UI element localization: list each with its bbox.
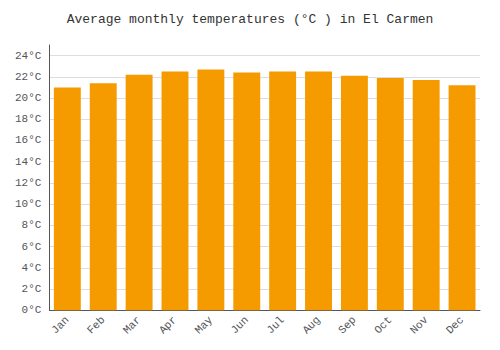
svg-text:May: May [193, 314, 216, 337]
svg-text:Dec: Dec [444, 314, 466, 336]
svg-text:10°C: 10°C [15, 198, 42, 210]
svg-text:2°C: 2°C [22, 283, 42, 295]
svg-text:24°C: 24°C [15, 50, 42, 62]
svg-text:22°C: 22°C [15, 71, 42, 83]
svg-text:16°C: 16°C [15, 134, 42, 146]
svg-text:18°C: 18°C [15, 113, 42, 125]
svg-text:Average monthly temperatures (: Average monthly temperatures (°C ) in El… [67, 12, 434, 27]
svg-text:Oct: Oct [372, 314, 394, 336]
svg-text:8°C: 8°C [22, 219, 42, 231]
svg-text:Jul: Jul [264, 314, 286, 336]
svg-text:6°C: 6°C [22, 241, 42, 253]
svg-text:Jan: Jan [49, 314, 71, 336]
svg-text:Mar: Mar [121, 314, 143, 336]
svg-text:Feb: Feb [85, 314, 107, 336]
svg-text:14°C: 14°C [15, 156, 42, 168]
svg-text:20°C: 20°C [15, 92, 42, 104]
svg-text:Nov: Nov [408, 314, 431, 337]
svg-text:Jun: Jun [229, 314, 251, 336]
svg-text:0°C: 0°C [22, 304, 42, 316]
svg-text:Apr: Apr [157, 314, 179, 336]
svg-text:12°C: 12°C [15, 177, 42, 189]
svg-text:Aug: Aug [300, 314, 322, 336]
svg-text:4°C: 4°C [22, 262, 42, 274]
svg-text:Sep: Sep [336, 314, 358, 336]
